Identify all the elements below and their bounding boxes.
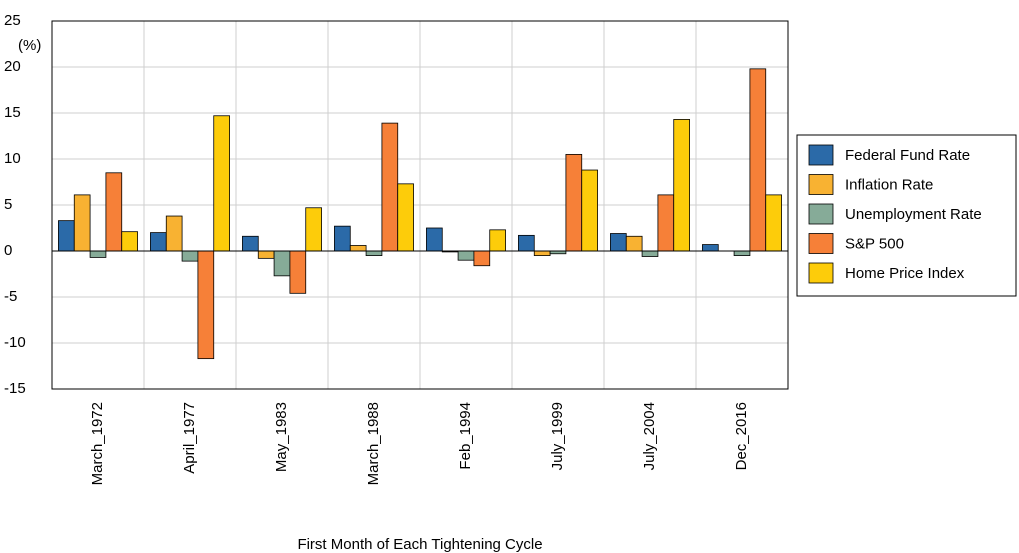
bar xyxy=(426,227,443,252)
plot-border xyxy=(51,20,789,390)
bar xyxy=(702,244,719,252)
y-axis-label: (%) xyxy=(18,37,41,54)
bar xyxy=(365,250,383,256)
x-tick-label: July_2004 xyxy=(641,402,658,470)
x-tick-label: Dec_2016 xyxy=(733,402,750,470)
bar xyxy=(334,225,351,252)
bar xyxy=(765,194,782,252)
bar xyxy=(213,115,230,252)
legend-label: Inflation Rate xyxy=(845,176,933,193)
legend-swatch xyxy=(808,262,834,284)
legend-box xyxy=(796,134,1017,297)
bar xyxy=(489,229,506,252)
y-tick-label: 25 xyxy=(4,12,21,29)
bar xyxy=(473,250,491,267)
y-tick-label: -15 xyxy=(4,380,26,397)
x-tick-label: March_1988 xyxy=(365,402,382,485)
legend-swatch xyxy=(808,174,834,195)
bar xyxy=(89,250,107,258)
x-tick-label: Feb_1994 xyxy=(457,402,474,470)
bar xyxy=(165,215,183,252)
y-tick-label: 10 xyxy=(4,150,21,167)
bar xyxy=(565,153,583,252)
x-tick-label: April_1977 xyxy=(181,402,198,474)
bar xyxy=(305,207,322,252)
bar xyxy=(581,169,598,252)
bar xyxy=(457,250,475,261)
y-tick-label: 15 xyxy=(4,104,21,121)
bar xyxy=(641,250,659,257)
legend-swatch xyxy=(808,203,834,225)
bar xyxy=(289,250,307,294)
bar xyxy=(533,250,551,256)
legend-label: Federal Fund Rate xyxy=(845,147,970,164)
x-tick-label: March_1972 xyxy=(89,402,106,485)
bar xyxy=(733,250,751,256)
x-tick-label: July_1999 xyxy=(549,402,566,470)
bar xyxy=(397,183,414,252)
bar xyxy=(673,119,690,252)
bar xyxy=(349,245,367,252)
bar xyxy=(257,250,275,259)
bar xyxy=(58,220,75,252)
bar xyxy=(150,232,167,252)
y-tick-label: -10 xyxy=(4,334,26,351)
legend-label: Home Price Index xyxy=(845,265,965,282)
y-tick-label: 20 xyxy=(4,58,21,75)
bar xyxy=(610,233,627,252)
y-tick-label: 0 xyxy=(4,242,12,259)
bar xyxy=(105,172,123,252)
bar xyxy=(625,235,643,252)
bar xyxy=(73,194,91,252)
legend-label: S&P 500 xyxy=(845,235,904,252)
bar xyxy=(242,235,259,252)
bar xyxy=(197,250,215,360)
x-axis-title: First Month of Each Tightening Cycle xyxy=(297,536,542,553)
bar xyxy=(749,68,767,252)
bar xyxy=(121,231,138,252)
x-tick-label: May_1983 xyxy=(273,402,290,472)
y-tick-label: -5 xyxy=(4,288,17,305)
bar xyxy=(273,250,291,277)
bar xyxy=(657,194,675,252)
legend-swatch xyxy=(808,144,834,166)
bar xyxy=(381,122,399,252)
bar xyxy=(181,250,199,262)
y-tick-label: 5 xyxy=(4,196,12,213)
legend-label: Unemployment Rate xyxy=(845,206,982,223)
bar xyxy=(518,234,535,252)
legend-swatch xyxy=(808,233,834,254)
